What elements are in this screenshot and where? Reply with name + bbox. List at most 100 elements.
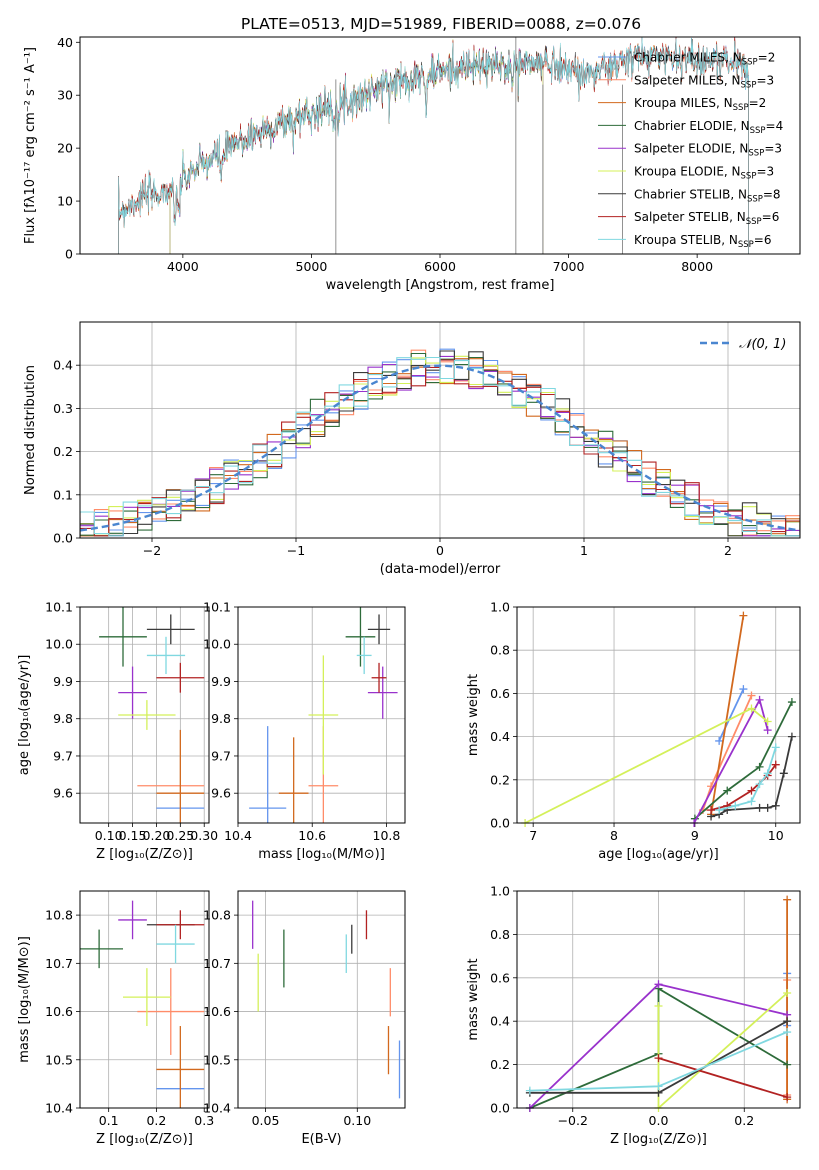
weight_vs_Z-series-kroupa-elodie-line (657, 992, 788, 1108)
weight_vs_Z-ytick-label: 0.4 (490, 1014, 510, 1029)
legend-nssp: =3 (756, 73, 774, 87)
weight_vs_age-ytick-label: 0.0 (490, 816, 510, 831)
weight_vs_age-series-chabrier-stelib-line (710, 736, 793, 818)
age_vs_mass-xtick-label: 10.4 (224, 828, 252, 843)
residuals-xtick-label: −1 (287, 543, 305, 558)
mass_vs_ebv-frame (237, 890, 406, 1109)
legend-nssp: =2 (758, 51, 776, 65)
legend-label: Chabrier STELIB, NSSP=8 (634, 187, 781, 204)
weight_vs_Z-ytick-label: 1.0 (490, 884, 510, 899)
weight_vs_age-series-kroupa-stelib-marker (715, 806, 724, 815)
legend-sub: SSP (747, 194, 763, 204)
mass_vs_ebv-ytick-label: 10.7 (203, 956, 231, 971)
spectrum-ytick-label: 30 (57, 88, 73, 103)
weight_vs_age-series-chabrier-stelib-marker (763, 803, 772, 812)
weight_vs_age-xtick-label: 9 (691, 828, 699, 843)
weight_vs_age-ytick-label: 0.4 (490, 729, 510, 744)
residuals-xtick-label: 0 (436, 543, 444, 558)
weight_vs_Z-xtick-label: −0.2 (558, 1113, 588, 1128)
spectrum-ytick-label: 0 (65, 247, 73, 262)
mass_vs_Z-axes: 0.1 0.2 0.3 10.4 10.5 10.6 10.7 10.8 Z [log₁₀(Z/… (17, 891, 214, 1147)
spectrum-xtick-label: 6000 (424, 259, 456, 274)
weight_vs_Z-xlabel: Z [log₁₀(Z/Z⊙)] (610, 1132, 707, 1147)
age_vs_mass-point-salpeter-stelib (371, 662, 387, 693)
weight_vs_Z-series-kroupa-elodie-marker (783, 988, 792, 997)
mass_vs_Z-xtick-label: 0.3 (194, 1113, 214, 1128)
weight_vs_age-series-chabrier-elodie-line (694, 701, 793, 820)
spectrum-legend: Chabrier MILES, NSSP=2 Salpeter MILES, NS… (598, 51, 783, 250)
weight_vs_Z-series-salpeter-stelib-line (658, 1057, 788, 1099)
age_vs_Z-point-salpeter-stelib (156, 662, 205, 693)
age_vs_mass-xtick-label: 10.6 (298, 828, 326, 843)
mass_vs_ebv-xlabel: E(B-V) (301, 1132, 341, 1147)
age_vs_mass-frame (237, 606, 406, 824)
weight_vs_age-series-chabrier-stelib-marker (779, 769, 788, 778)
mass_vs_Z-point-kroupa-elodie (123, 968, 171, 1027)
age_vs_Z-ytick-label: 9.7 (53, 748, 73, 763)
legend-sub: SSP (742, 58, 758, 68)
mass_vs_Z-xlabel: Z [log₁₀(Z/Z⊙)] (96, 1132, 193, 1147)
spectrum-xlabel: wavelength [Angstrom, rest frame] (326, 278, 555, 293)
weight_vs_Z-series-chabrier-elodie-marker (783, 1060, 792, 1069)
age_vs_Z-point-kroupa-stelib (146, 636, 186, 675)
legend-sub: SSP (733, 103, 749, 113)
legend-label: Salpeter MILES, NSSP=3 (634, 73, 774, 90)
weight_vs_age-xtick-label: 7 (529, 828, 537, 843)
weight_vs_Z-series-salpeter-stelib-marker (654, 1054, 663, 1063)
legend-nssp: =2 (749, 96, 767, 110)
age_vs_Z-ytick-label: 9.8 (53, 711, 73, 726)
weight_vs_age-series-kroupa-stelib-marker (755, 780, 764, 789)
age_vs_Z-ytick-label: 10.0 (45, 637, 73, 652)
weight_vs_age-series-salpeter-stelib-marker (771, 760, 780, 769)
weight_vs_age-series-chabrier-miles-marker (715, 736, 724, 745)
weight_vs_age-series-chabrier-miles-line (718, 688, 745, 742)
age_vs_mass-ytick-label: 9.8 (211, 711, 231, 726)
weight_vs_age-series-kroupa-stelib-marker (763, 769, 772, 778)
weight_vs_age-series-salpeter-stelib-marker (747, 786, 756, 795)
age_vs_Z-point-salpeter-elodie (118, 666, 147, 719)
spectrum-ytick-label: 10 (57, 194, 73, 209)
weight_vs_age-xlabel: age [log₁₀(age/yr)] (598, 847, 719, 862)
residuals-ytick-label: 0.2 (53, 444, 73, 459)
weight_vs_Z-ytick-label: 0.6 (490, 970, 510, 985)
age_vs_Z-ylabel: age [log₁₀(age/yr)] (17, 655, 32, 776)
age_vs_Z-xtick-label: 0.30 (190, 828, 218, 843)
residuals-xtick-label: −2 (143, 543, 161, 558)
mass_vs_Z-point-salpeter-stelib (156, 910, 205, 940)
mass_vs_ebv-xtick-label: 0.05 (252, 1113, 280, 1128)
weight_vs_Z-series-kroupa-elodie-marker (654, 1002, 663, 1011)
mass_vs_ebv-xtick-label: 0.10 (343, 1113, 371, 1128)
age_vs_mass-point-salpeter-elodie (367, 666, 398, 719)
age_vs_Z-xtick-label: 0.20 (143, 828, 171, 843)
mass_vs_Z-xtick-label: 0.2 (146, 1113, 166, 1128)
spectrum-xtick-label: 7000 (553, 259, 585, 274)
spectrum-ylabel: Flux [fλ10⁻¹⁷ erg cm⁻² s⁻¹ A⁻¹] (23, 47, 38, 244)
weight_vs_age-series-chabrier-miles-marker (739, 685, 748, 694)
age_vs_Z-ytick-label: 9.6 (53, 786, 73, 801)
legend-nssp: =3 (756, 165, 774, 179)
weight_vs_Z-xtick-label: 0.2 (734, 1113, 754, 1128)
age_vs_Z-xtick-label: 0.25 (166, 828, 194, 843)
age_vs_mass-ytick-label: 10.1 (203, 600, 231, 615)
spectrum-xtick-label: 8000 (681, 259, 713, 274)
mass_vs_Z-ytick-label: 10.5 (45, 1052, 73, 1067)
age_vs_mass-point-kroupa-elodie (308, 655, 339, 775)
weight_vs_age-series-salpeter-elodie-marker (755, 695, 764, 704)
age_vs_mass-ytick-label: 9.7 (211, 748, 231, 763)
spectrum-line-kroupa-stelib (118, 37, 749, 254)
weight_vs_age-series-chabrier-elodie-marker (723, 786, 732, 795)
residuals-ytick-label: 0.1 (53, 487, 73, 502)
legend-sub: SSP (748, 149, 764, 159)
mass_vs_Z-ylabel: mass [log₁₀(M/M⊙)] (17, 936, 32, 1063)
weight_vs_Z-series-kroupa-stelib-marker (525, 1086, 534, 1095)
weight_vs_Z-series-chabrier-stelib-marker (783, 1017, 792, 1026)
residuals-frame (79, 321, 801, 539)
age_vs_Z-point-kroupa-elodie (118, 700, 176, 730)
age_vs_mass-ytick-label: 9.6 (211, 786, 231, 801)
legend-sub: SSP (741, 80, 757, 90)
weight_vs_Z-axes: −0.2 0.0 0.2 0.0 0.2 0.4 0.6 0.8 1.0 Z [log₁₀(Z/Z… (466, 884, 800, 1147)
weight_vs_age-series-chabrier-stelib-marker (787, 732, 796, 741)
residuals-ylabel: Normed distribution (23, 365, 38, 495)
legend-label: Kroupa MILES, NSSP=2 (634, 96, 766, 113)
age_vs_Z-axes: 0.100.150.200.250.30 9.6 9.7 9.8 9.9 10.0 10.1… (17, 600, 218, 863)
